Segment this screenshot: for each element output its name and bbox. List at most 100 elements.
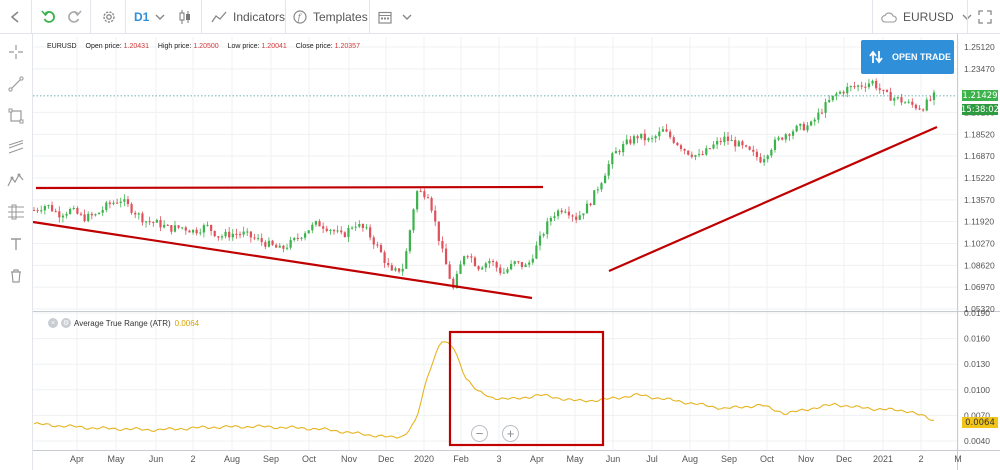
candle-body: [737, 141, 740, 147]
low-label: Low price:: [227, 43, 260, 50]
trash-icon[interactable]: [6, 266, 26, 286]
candle-body: [535, 245, 538, 259]
time-tick-label: 2: [190, 454, 195, 464]
candle-body: [517, 261, 520, 263]
symbol-select[interactable]: EURUSD: [881, 0, 972, 34]
candle-body: [144, 221, 148, 223]
crosshair-icon[interactable]: [6, 42, 26, 62]
candle-body: [567, 211, 571, 216]
candle-body: [694, 155, 697, 157]
time-tick-label: Aug: [682, 454, 698, 464]
candle-body: [394, 268, 397, 271]
candle-body: [246, 231, 249, 233]
svg-text:f: f: [297, 14, 303, 24]
candle-body: [911, 101, 914, 105]
redo-icon[interactable]: [66, 0, 82, 34]
candle-body: [607, 164, 610, 176]
candle-body: [426, 197, 430, 199]
candle-body: [495, 262, 498, 268]
price-tick-label: 1.10270: [964, 239, 995, 249]
candle-body: [47, 205, 50, 207]
fibonacci-icon[interactable]: [6, 202, 26, 222]
candle-body: [640, 133, 643, 139]
candle-body: [658, 131, 661, 137]
candle-body: [759, 157, 762, 163]
candle-body: [828, 100, 831, 103]
trendline-icon[interactable]: [6, 74, 26, 94]
time-tick-label: Oct: [760, 454, 775, 464]
candle-body: [683, 148, 686, 151]
candle-body: [538, 235, 542, 246]
open-trade-button[interactable]: OPEN TRADE: [861, 40, 954, 74]
gear-icon[interactable]: [101, 0, 117, 34]
channel-icon[interactable]: [6, 138, 26, 158]
candle-body: [224, 231, 227, 237]
candle-body: [32, 210, 36, 212]
candle-body: [835, 93, 838, 96]
candle-body: [806, 125, 809, 131]
trade-arrows-icon: [869, 50, 883, 64]
pattern-icon[interactable]: [6, 170, 26, 190]
candle-body: [238, 234, 242, 236]
zoom-out-button[interactable]: −: [471, 425, 488, 442]
candle-body: [524, 264, 527, 267]
candle-body: [350, 227, 354, 229]
undo-icon[interactable]: [41, 0, 57, 34]
time-tick-label: Sep: [721, 454, 737, 464]
candle-body: [242, 231, 245, 235]
time-tick-label: Oct: [302, 454, 317, 464]
price-tick-label: 1.13570: [964, 195, 995, 205]
candle-body: [419, 191, 422, 193]
candle-body: [437, 221, 440, 241]
candle-body: [206, 224, 209, 226]
top-toolbar: D1 Indicators f Templates EURUSD: [0, 0, 1000, 34]
candle-type-icon[interactable]: [178, 0, 192, 34]
candle-body: [813, 119, 816, 122]
candle-body: [549, 217, 552, 222]
candle-body: [499, 267, 502, 274]
candle-body: [481, 267, 484, 270]
candle-body: [484, 263, 487, 268]
candle-body: [318, 221, 321, 227]
drawing-tools-sidebar: [0, 34, 33, 470]
candle-body: [878, 88, 881, 90]
indicators-button[interactable]: Indicators: [211, 0, 285, 34]
ohlc-symbol: EURUSD: [47, 43, 77, 50]
ohlc-readout: EURUSD Open price: 1.20431 High price: 1…: [47, 43, 360, 50]
close-label: Close price:: [295, 43, 333, 50]
templates-button[interactable]: f Templates: [293, 0, 368, 34]
candle-body: [455, 273, 458, 289]
chevron-down-icon: [155, 10, 165, 24]
candle-body: [278, 245, 281, 248]
candle-body: [123, 199, 126, 202]
candle-body: [893, 98, 896, 101]
candle-body: [173, 225, 177, 232]
candle-body: [340, 230, 343, 233]
calendar-select[interactable]: [378, 0, 412, 34]
candle-body: [520, 262, 524, 267]
candle-body: [846, 86, 849, 94]
close-indicator-icon[interactable]: ×: [48, 318, 58, 328]
back-icon[interactable]: [9, 0, 21, 34]
candle-body: [889, 91, 892, 101]
candle-body: [867, 83, 871, 88]
zoom-in-button[interactable]: +: [502, 425, 519, 442]
gear-icon[interactable]: ⚙: [61, 318, 71, 328]
rectangle-icon[interactable]: [6, 106, 26, 126]
candle-body: [300, 237, 303, 239]
candle-body: [831, 95, 834, 101]
timeframe-select[interactable]: D1: [134, 0, 165, 34]
candle-body: [434, 210, 437, 222]
fullscreen-icon[interactable]: [978, 0, 992, 34]
candle-body: [303, 233, 307, 238]
candle-body: [354, 226, 357, 228]
candle-body: [130, 204, 133, 213]
candle-body: [134, 212, 137, 215]
candle-body: [770, 149, 773, 156]
candle-body: [76, 207, 79, 214]
candle-body: [643, 133, 646, 141]
text-icon[interactable]: [6, 234, 26, 254]
candle-body: [723, 136, 726, 143]
candles: [32, 78, 936, 290]
